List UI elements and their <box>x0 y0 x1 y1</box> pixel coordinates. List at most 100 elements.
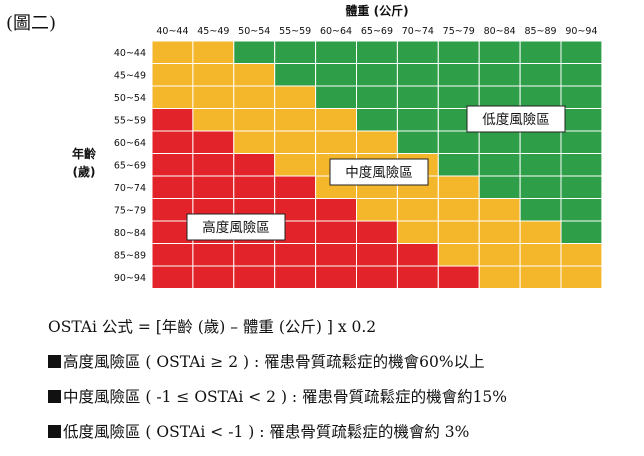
y-tick-label: 55~59 <box>114 115 146 126</box>
heatmap-cell-high <box>315 265 358 289</box>
x-tick-label: 45~49 <box>197 26 229 37</box>
legend-square-icon <box>48 425 61 438</box>
y-tick-label: 40~44 <box>114 48 146 59</box>
region-label-mid: 中度風險區 <box>345 165 413 181</box>
legend-high-text: 高度風險區 ( OSTAi ≥ 2 ) : 罹患骨質疏鬆症的機會60%以上 <box>63 353 485 371</box>
x-tick-label: 75~79 <box>443 26 475 37</box>
heatmap-cell-mid <box>315 130 358 154</box>
heatmap-cell-low <box>315 85 358 109</box>
heatmap-cell-low <box>315 40 358 64</box>
heatmap-cell-low <box>437 130 480 154</box>
heatmap-cell-mid <box>274 85 317 109</box>
heatmap-cell-mid <box>274 153 317 177</box>
heatmap-cell-high <box>151 265 194 289</box>
x-tick-label: 50~54 <box>238 26 270 37</box>
y-tick-label: 70~74 <box>114 183 146 194</box>
x-tick-label: 55~59 <box>279 26 311 37</box>
heatmap-cell-low <box>560 40 603 64</box>
heatmap-cell-mid <box>478 265 521 289</box>
region-label-box-high <box>186 213 286 241</box>
heatmap-cell-high <box>396 243 439 267</box>
legend-mid-text: 中度風險區 ( -1 ≤ OSTAi < 2 ) : 罹患骨質疏鬆症的機會約15… <box>63 388 508 406</box>
region-label-box-low <box>466 105 566 133</box>
heatmap-cell-mid <box>396 220 439 244</box>
region-label-high: 高度風險區 <box>202 219 270 236</box>
heatmap-cell-low <box>519 63 562 87</box>
heatmap-cell-low <box>274 40 317 64</box>
y-tick-label: 90~94 <box>114 273 146 284</box>
heatmap-cell-mid <box>437 175 480 199</box>
heatmap-cell-low <box>478 85 521 109</box>
heatmap-cell-mid <box>233 130 276 154</box>
x-tick-label: 85~89 <box>524 26 556 37</box>
heatmap-cell-high <box>233 175 276 199</box>
heatmap-cell-mid <box>274 130 317 154</box>
region-label-box-mid <box>329 158 429 186</box>
x-axis-title: 體重 (公斤) <box>345 4 409 18</box>
y-tick-label: 60~64 <box>114 138 146 149</box>
heatmap-cell-low <box>356 85 398 109</box>
x-tick-label: 70~74 <box>402 26 434 37</box>
x-tick-label: 40~44 <box>156 26 188 37</box>
heatmap-cell-high <box>192 130 235 154</box>
heatmap-cell-high <box>274 265 317 289</box>
figure-label: (圖二) <box>6 13 57 34</box>
heatmap-cell-low <box>478 63 521 87</box>
heatmap-cell-high <box>151 153 194 177</box>
y-tick-label: 45~49 <box>114 70 146 81</box>
heatmap-cell-mid <box>151 85 194 109</box>
y-tick-label: 50~54 <box>114 93 146 104</box>
risk-heatmap: 40~44 45~49 50~54 55~59 60~64 65~69 70~74 75~79… <box>114 26 603 289</box>
heatmap-cell-low <box>396 40 439 64</box>
heatmap-cell-high <box>192 265 235 289</box>
x-tick-label: 65~69 <box>361 26 393 37</box>
heatmap-cell-mid <box>233 85 276 109</box>
legend-mid-risk: 中度風險區 ( -1 ≤ OSTAi < 2 ) : 罹患骨質疏鬆症的機會約15… <box>48 387 507 407</box>
heatmap-cell-low <box>478 153 521 177</box>
heatmap-cell-high <box>151 175 194 199</box>
heatmap-cell-mid <box>192 108 235 132</box>
y-axis-title: 年齡 (歲) <box>64 145 104 181</box>
heatmap-cell-high <box>192 175 235 199</box>
heatmap-cell-mid <box>192 63 235 87</box>
heatmap-cell-mid <box>356 130 398 154</box>
heatmap-cell-low <box>519 198 562 222</box>
heatmap-cell-high <box>356 243 398 267</box>
heatmap-cell-high <box>356 220 398 244</box>
heatmap-cell-low <box>356 40 398 64</box>
heatmap-cell-low <box>560 85 603 109</box>
heatmap-cell-high <box>233 243 276 267</box>
y-axis-title-line-1: 年齡 <box>71 147 96 161</box>
heatmap-cell-low <box>437 40 480 64</box>
heatmap-cell-low <box>560 130 603 154</box>
heatmap-cell-low <box>519 130 562 154</box>
y-tick-label: 75~79 <box>114 205 146 216</box>
heatmap-cell-mid <box>151 40 194 64</box>
heatmap-cell-mid <box>560 265 603 289</box>
heatmap-cell-high <box>274 175 317 199</box>
heatmap-cell-low <box>396 130 439 154</box>
heatmap-cell-low <box>478 175 521 199</box>
heatmap-cell-low <box>396 108 439 132</box>
x-tick-label: 60~64 <box>320 26 352 37</box>
heatmap-cell-low <box>356 108 398 132</box>
heatmap-cell-mid <box>233 63 276 87</box>
legend-low-risk: 低度風險區 ( OSTAi < -1 ) : 罹患骨質疏鬆症的機會約 3% <box>48 422 469 442</box>
heatmap-cell-low <box>396 63 439 87</box>
heatmap-cell-low <box>519 40 562 64</box>
heatmap-cell-high <box>396 265 439 289</box>
heatmap-cell-low <box>560 175 603 199</box>
heatmap-cell-low <box>437 153 480 177</box>
heatmap-cell-high <box>315 198 358 222</box>
legend-low-text: 低度風險區 ( OSTAi < -1 ) : 罹患骨質疏鬆症的機會約 3% <box>63 423 470 441</box>
heatmap-cell-mid <box>519 265 562 289</box>
heatmap-cell-mid <box>478 220 521 244</box>
heatmap-cell-low <box>560 108 603 132</box>
heatmap-cell-low <box>560 153 603 177</box>
heatmap-cell-low <box>356 63 398 87</box>
heatmap-cell-low <box>478 40 521 64</box>
y-tick-label: 65~69 <box>114 160 146 171</box>
heatmap-cell-mid <box>560 243 603 267</box>
heatmap-cell-high <box>151 108 194 132</box>
heatmap-cell-low <box>396 85 439 109</box>
